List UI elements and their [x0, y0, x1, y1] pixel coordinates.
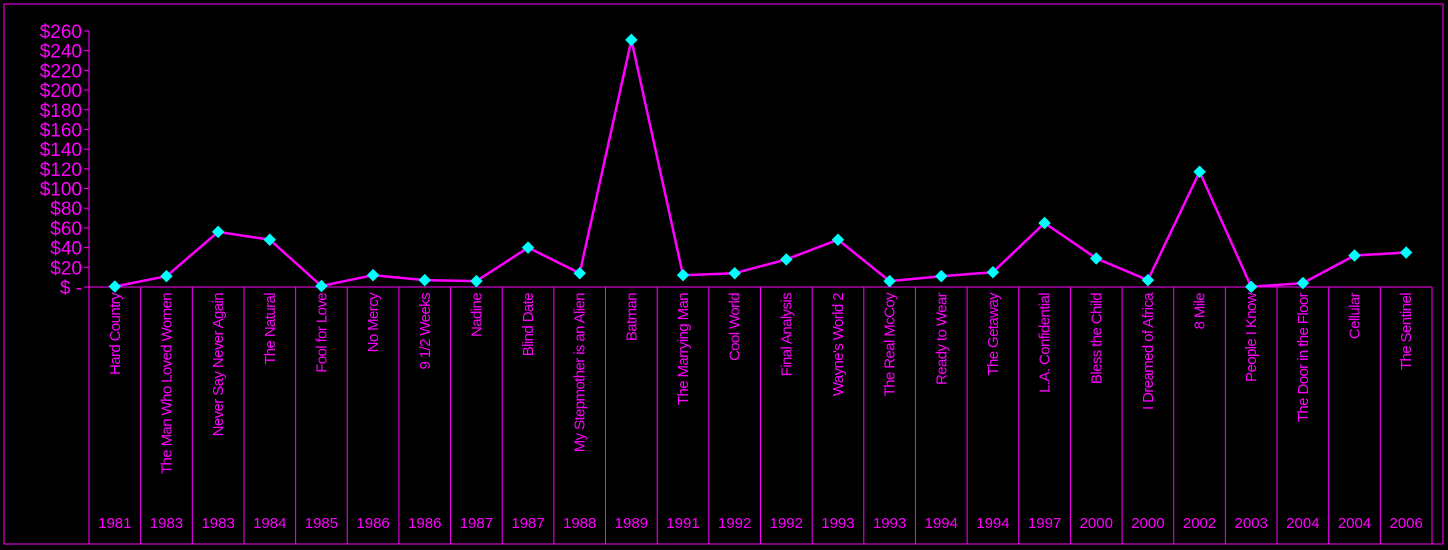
x-tick-label-year: 2002: [1183, 515, 1216, 532]
x-tick-label-year: 1987: [460, 515, 493, 532]
x-tick-label-year: 2000: [1131, 515, 1164, 532]
x-tick-label-year: 1986: [356, 515, 389, 532]
data-point-marker: [1399, 246, 1413, 259]
x-tick-label-year: 1992: [770, 515, 803, 532]
x-tick-label-year: 1992: [718, 515, 751, 532]
x-tick-label-film: Never Say Never Again: [210, 293, 227, 437]
y-tick-label: $140: [40, 140, 82, 161]
x-tick-label-year: 1988: [563, 515, 596, 532]
data-point-marker: [521, 241, 535, 254]
x-tick-label-film: I Dreamed of Africa: [1140, 292, 1157, 410]
y-tick-label: $40: [50, 239, 82, 260]
x-tick-label-year: 1991: [666, 515, 699, 532]
x-tick-label-film: Cool World: [727, 293, 744, 361]
x-tick-label-film: The Door in the Floor: [1295, 292, 1312, 422]
series-line: [114, 38, 1407, 289]
data-point-marker: [160, 269, 173, 283]
x-tick-label-year: 1989: [615, 515, 648, 532]
x-tick-label-film: The Man Who Loved Women: [158, 293, 175, 474]
x-tick-label-film: Final Analysis: [778, 293, 795, 376]
x-tick-label-film: The Sentinel: [1398, 293, 1415, 370]
y-tick-label: $120: [40, 160, 82, 181]
x-tick-label-year: 2000: [1080, 515, 1113, 532]
x-tick-label-year: 1993: [873, 515, 906, 532]
data-point-marker: [779, 253, 793, 266]
data-point-marker: [1348, 249, 1361, 262]
x-tick-label-film: Wayne's World 2: [830, 293, 847, 396]
x-tick-label-film: The Natural: [262, 293, 279, 365]
x-tick-label-film: Cellular: [1347, 292, 1364, 339]
data-point-marker: [1296, 276, 1310, 290]
data-point-marker: [883, 274, 896, 288]
data-point-marker: [986, 265, 1000, 279]
data-point-marker: [831, 233, 845, 247]
data-point-marker: [934, 269, 948, 283]
x-tick-label-film: The Marrying Man: [675, 293, 692, 405]
x-tick-label-year: 2004: [1338, 515, 1371, 532]
x-tick-label-film: Blind Date: [520, 293, 537, 356]
x-tick-label-film: Nadine: [468, 293, 485, 337]
data-point-marker: [573, 266, 587, 280]
x-tick-label-film: No Mercy: [365, 292, 382, 352]
x-tick-label-year: 1981: [98, 515, 131, 532]
x-tick-label-film: 8 Mile: [1192, 293, 1209, 330]
data-point-marker: [1089, 252, 1103, 265]
y-tick-label: $260: [40, 22, 82, 43]
data-point-marker: [1193, 165, 1206, 179]
x-tick-label-film: Bless the Child: [1088, 293, 1105, 384]
x-tick-label-film: Hard Country: [107, 292, 124, 375]
data-point-marker: [366, 268, 380, 282]
x-tick-label-film: L.A. Confidential: [1037, 293, 1054, 393]
data-point-marker: [676, 268, 690, 282]
x-tick-label-year: 1984: [253, 515, 286, 532]
x-tick-label-year: 1983: [201, 515, 234, 532]
data-point-marker: [263, 233, 277, 247]
x-tick-label-year: 2004: [1286, 515, 1319, 532]
x-tick-label-film: Fool for Love: [313, 293, 330, 373]
data-point-marker: [211, 225, 225, 239]
data-point-marker: [1244, 280, 1258, 294]
x-tick-label-film: Ready to Wear: [933, 292, 950, 385]
x-tick-label-year: 1993: [821, 515, 854, 532]
y-tick-label: $180: [40, 101, 82, 122]
x-tick-label-film: People I Know: [1243, 292, 1260, 382]
y-tick-label: $220: [40, 61, 82, 82]
x-tick-label-year: 1994: [976, 515, 1009, 532]
x-tick-label-film: The Getaway: [985, 292, 1002, 376]
x-tick-label-film: My Stepmother is an Alien: [572, 293, 589, 453]
y-tick-label: $20: [50, 258, 82, 279]
y-tick-label: $240: [40, 42, 82, 63]
y-tick-label: $60: [50, 219, 82, 240]
data-point-marker: [625, 33, 638, 47]
data-point-marker: [728, 266, 742, 280]
y-tick-label: $ -: [60, 278, 82, 299]
data-point-marker: [1038, 216, 1051, 230]
data-point-marker: [418, 273, 432, 287]
x-tick-label-year: 1983: [150, 515, 183, 532]
x-tick-label-film: The Real McCoy: [882, 292, 899, 396]
y-tick-label: $200: [40, 81, 82, 102]
x-tick-label-year: 2006: [1389, 515, 1422, 532]
data-point-marker: [470, 274, 483, 288]
x-tick-label-film: 9 1/2 Weeks: [417, 293, 434, 370]
y-tick-label: $80: [50, 199, 82, 220]
x-tick-label-year: 1987: [511, 515, 544, 532]
data-point-marker: [108, 280, 122, 293]
data-point-marker: [1141, 273, 1155, 287]
y-tick-label: $160: [40, 120, 82, 141]
x-tick-label-film: Batman: [623, 293, 640, 341]
x-tick-label-year: 1986: [408, 515, 441, 532]
data-point-marker: [315, 279, 328, 293]
x-tick-label-year: 2003: [1235, 515, 1268, 532]
x-tick-label-year: 1994: [925, 515, 958, 532]
x-tick-label-year: 1997: [1028, 515, 1061, 532]
y-tick-label: $100: [40, 180, 82, 201]
x-tick-label-year: 1985: [305, 515, 338, 532]
